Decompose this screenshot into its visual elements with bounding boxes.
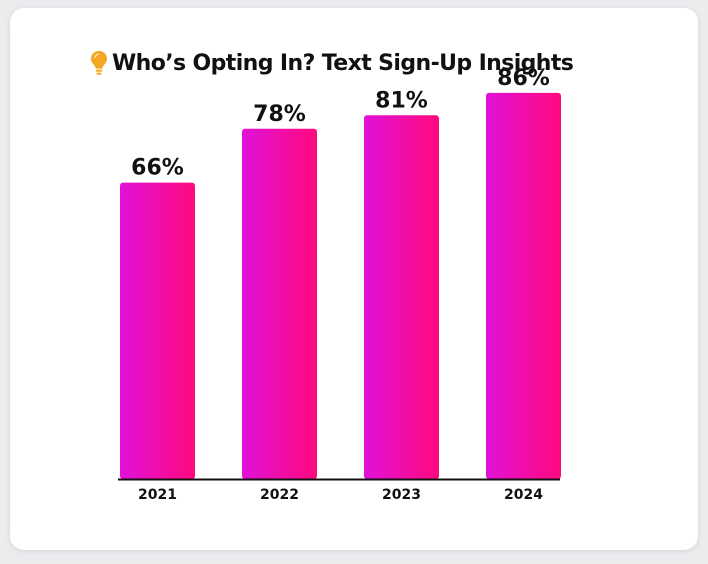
x-tick-label-2024: 2024 (504, 487, 543, 503)
data-label-2024: 86% (497, 66, 550, 91)
bar-2024 (486, 92, 561, 480)
chart-title: Who’s Opting In? Text Sign-Up Insights (112, 50, 574, 76)
data-label-2022: 78% (253, 102, 306, 127)
lightbulb-icon (91, 51, 107, 75)
bars-group: 66% 78% 81% 86% (120, 66, 561, 480)
data-label-2023: 81% (375, 88, 428, 113)
bar-2021 (120, 182, 195, 479)
chart-header: Who’s Opting In? Text Sign-Up Insights (90, 48, 574, 78)
x-tick-label-2022: 2022 (260, 487, 299, 503)
x-tick-label-2021: 2021 (138, 487, 177, 503)
x-tick-label-2023: 2023 (382, 487, 421, 503)
data-label-2021: 66% (131, 156, 184, 181)
bar-2023 (364, 115, 439, 479)
bar-2022 (242, 128, 317, 479)
x-axis-ticks: 2021 2022 2023 2024 (138, 487, 543, 503)
